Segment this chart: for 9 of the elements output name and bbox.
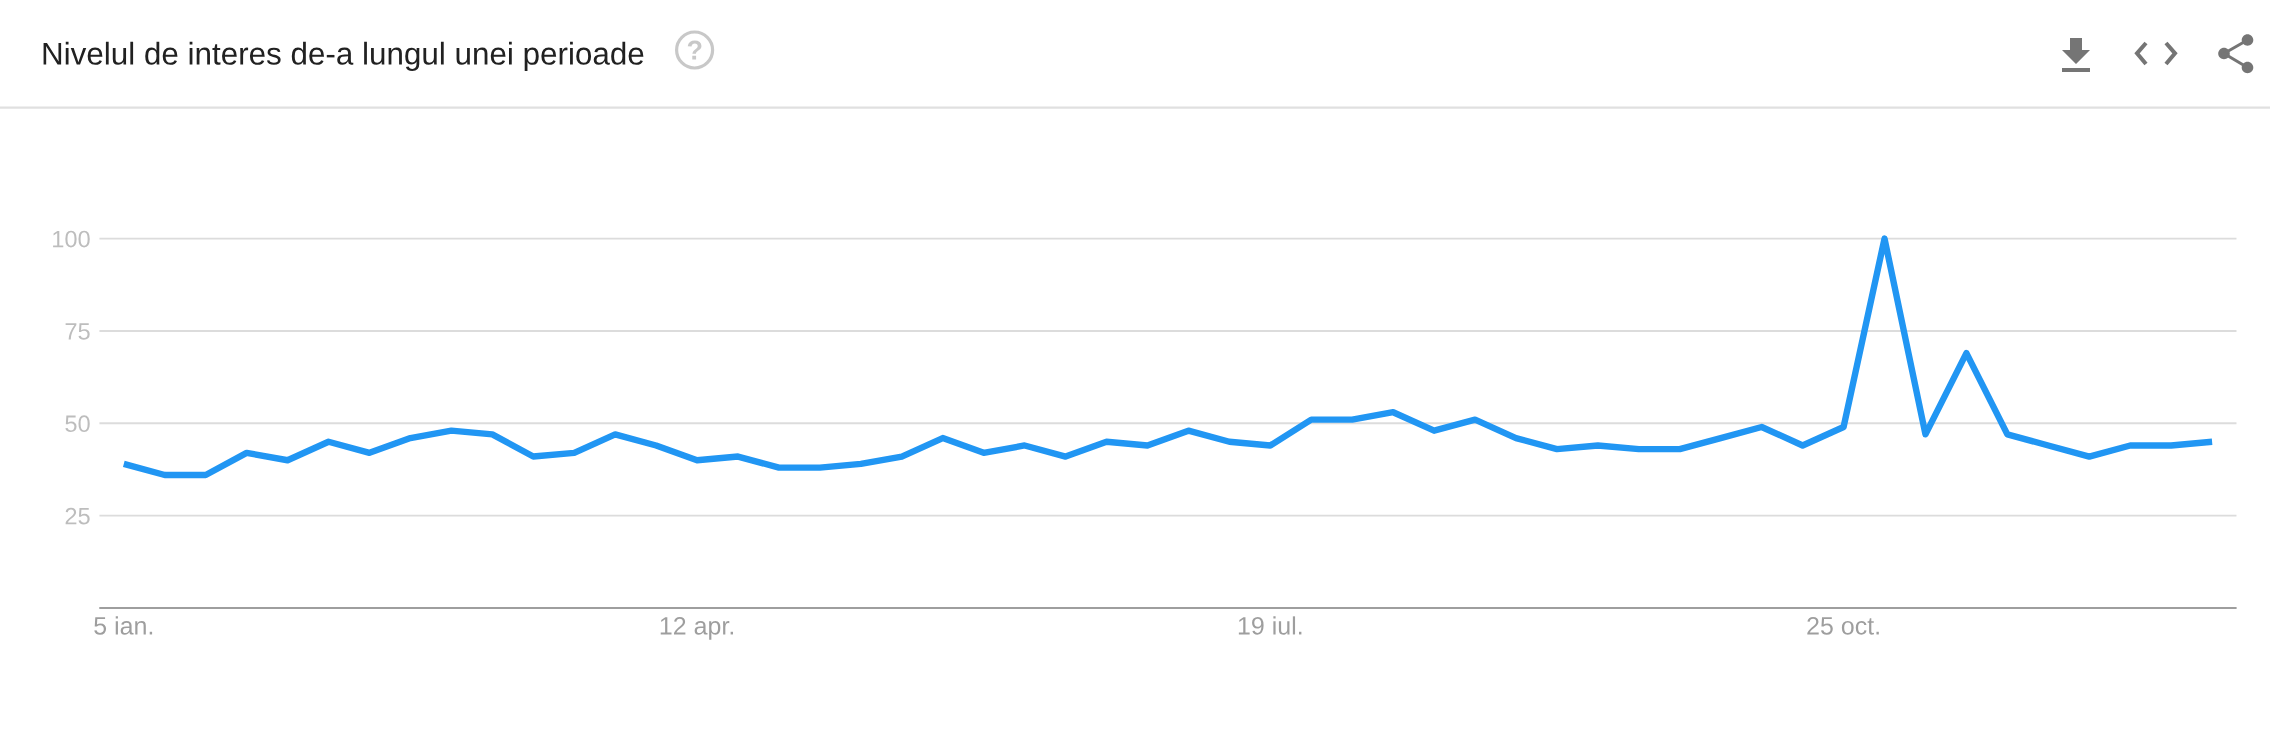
x-tick-label: 12 apr. bbox=[660, 616, 734, 640]
x-tick-label: 5 ian. bbox=[94, 616, 153, 635]
x-tick-label: 19 iul. bbox=[1238, 616, 1302, 635]
chart-title: Nivelul de interes de-a lungul unei perioade bbox=[43, 41, 644, 72]
y-tick-label: 100 bbox=[53, 230, 90, 248]
y-tick-label: 75 bbox=[65, 323, 90, 340]
y-tick-label: 25 bbox=[65, 507, 90, 525]
y-tick-label: 50 bbox=[65, 415, 90, 433]
x-tick-label: 25 oct. bbox=[1807, 616, 1879, 635]
